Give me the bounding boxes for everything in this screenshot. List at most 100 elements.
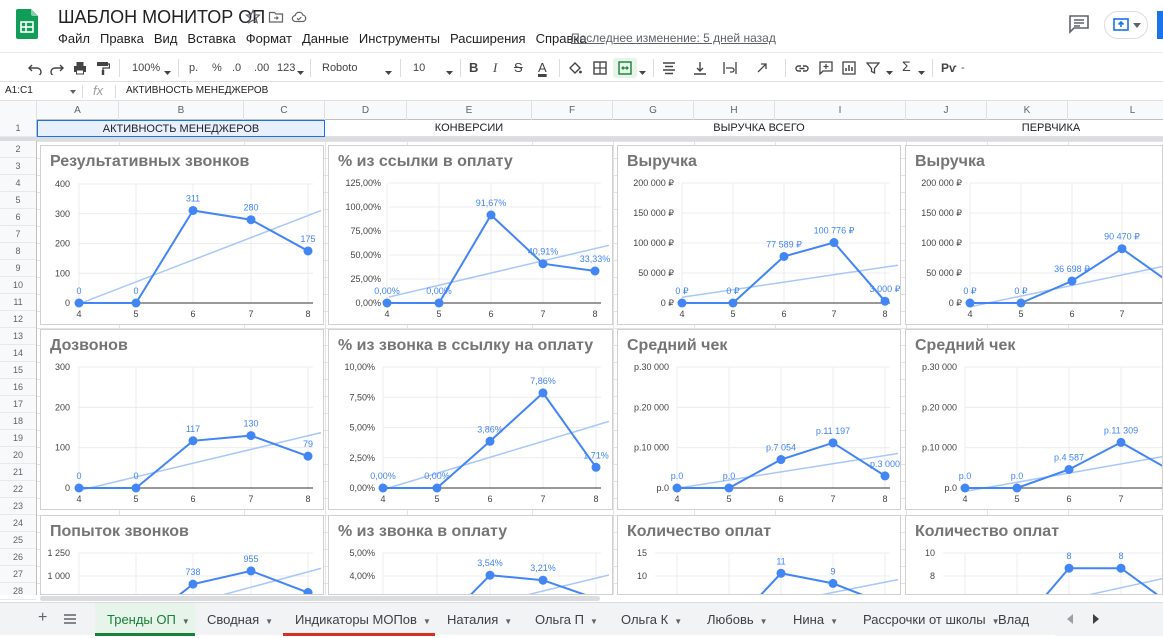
column-header-l[interactable]: L [1068,101,1163,120]
chart[interactable]: % из звонка в ссылку на оплату 0,00% 2,50%… [328,329,613,510]
print-icon[interactable] [73,61,87,75]
redo-icon[interactable] [50,61,64,75]
fill-color-icon[interactable] [568,61,582,75]
menu-view[interactable]: Вид [153,31,178,46]
menu-extensions[interactable]: Расширения [449,31,526,46]
share-button-edge[interactable] [1157,11,1163,39]
star-icon[interactable] [245,9,261,25]
bold-icon[interactable]: B [469,60,479,75]
sheet-tab[interactable]: Ольга К ▼ [609,603,695,636]
row-header[interactable]: 20 [0,447,36,464]
horizontal-align-icon[interactable] [662,61,676,75]
column-header-d[interactable]: D [325,101,407,120]
menu-data[interactable]: Данные [301,31,349,46]
last-edit-link[interactable]: Последнее изменение: 5 дней назад [571,31,776,45]
section-activity[interactable]: АКТИВНОСТЬ МЕНЕДЖЕРОВ [37,120,325,137]
row-header[interactable]: 10 [0,277,36,294]
column-header-a[interactable]: A [37,101,119,120]
menu-file[interactable]: Файл [58,31,90,46]
row-header[interactable]: 16 [0,379,36,396]
sheet-tab[interactable]: Любовь ▼ [695,603,781,636]
tab-menu-chevron-icon[interactable]: ▼ [830,617,838,626]
font-chevron-icon[interactable] [385,66,392,80]
more-formats-button[interactable]: 123 [277,62,296,74]
row-header[interactable]: 27 [0,566,36,583]
chart[interactable]: % из звонка в оплату 4,00% 5,00% 3,54% 3,21% [328,515,613,595]
column-header-e[interactable]: E [407,101,532,120]
row-header[interactable]: 11 [0,294,36,311]
present-button[interactable] [1104,11,1148,39]
borders-icon[interactable] [593,61,607,75]
sheet-tab[interactable]: Ольга П ▼ [523,603,609,636]
name-box[interactable]: A1:C1 [5,85,33,96]
zoom-chevron-icon[interactable] [164,66,171,80]
row-header[interactable]: 17 [0,396,36,413]
column-header-k[interactable]: K [987,101,1068,120]
menu-help[interactable]: Справка [535,31,587,46]
decrease-decimals-button[interactable]: .0 [232,62,242,74]
insert-chart-icon[interactable] [842,61,856,75]
tab-menu-chevron-icon[interactable]: ▼ [422,617,431,626]
all-sheets-icon[interactable] [64,614,76,624]
sheet-tab[interactable]: Сводная ▼ [195,603,283,636]
text-color-icon[interactable]: A [538,60,547,75]
insert-link-icon[interactable] [795,61,809,75]
chart[interactable]: Средний чек р.0 р.10 000 р.20 000 р.30 000 4 5… [905,329,1163,510]
select-all-corner[interactable] [0,101,37,120]
row-header[interactable]: 5 [0,192,36,209]
chart[interactable]: Количество оплат 10 15 11 9 [617,515,901,595]
sheet-tab[interactable]: Тренды ОП ▼ [95,603,195,636]
freeze-divider[interactable] [0,137,1163,141]
column-header-c[interactable]: C [244,101,325,120]
chart[interactable]: Выручка 0 ₽50 000 ₽100 000 ₽150 000 ₽200 … [905,145,1163,325]
sheet-tab[interactable]: Наталия ▼ [435,603,523,636]
scroll-tabs-left-icon[interactable] [1067,614,1074,624]
text-rotation-icon[interactable] [756,61,770,75]
chart[interactable]: Результативных звонков 0 100 200 300 400 4 5 6 7 8… [40,145,324,325]
column-header-g[interactable]: G [613,101,694,120]
chart[interactable]: % из ссылки в оплату 0,00% 25,00% 50,00% 75,… [328,145,613,325]
column-header-j[interactable]: J [906,101,987,120]
row-header[interactable]: 3 [0,158,36,175]
document-title[interactable]: ШАБЛОН МОНИТОР ОП [58,7,266,27]
row-header[interactable]: 1 [0,120,36,137]
chart[interactable]: Средний чек р.0 р.10 000 р.20 000 р.30 000 4 5… [617,329,901,510]
tab-menu-chevron-icon[interactable]: ▼ [674,617,683,626]
merge-cells-button[interactable] [613,58,637,78]
column-header-h[interactable]: H [694,101,775,120]
currency-format-button[interactable]: р. [189,62,199,74]
namebox-chevron-icon[interactable] [70,90,76,94]
row-header[interactable]: 24 [0,515,36,532]
italic-icon[interactable]: I [493,60,498,75]
tab-menu-chevron-icon[interactable]: ▼ [181,617,190,626]
strikethrough-icon[interactable]: S [514,60,523,75]
insert-comment-icon[interactable] [819,61,833,75]
chart[interactable]: Выручка 0 ₽50 000 ₽100 000 ₽150 000 ₽200 … [617,145,901,325]
move-folder-icon[interactable] [268,9,284,25]
row-header[interactable]: 13 [0,328,36,345]
comment-history-icon[interactable] [1068,14,1090,34]
row-header[interactable]: 6 [0,209,36,226]
row-header[interactable]: 9 [0,260,36,277]
chart[interactable]: Количество оплат 8 10 8 8 [905,515,1163,595]
text-wrap-icon[interactable] [723,61,737,75]
filter-icon[interactable] [866,61,880,75]
section-conversions[interactable]: КОНВЕРСИИ [434,122,504,134]
column-header-i[interactable]: I [775,101,906,120]
row-header[interactable]: 15 [0,362,36,379]
functions-icon[interactable]: Σ [902,58,911,74]
font-size-chevron-icon[interactable] [446,66,453,80]
vertical-align-icon[interactable] [693,61,707,75]
undo-icon[interactable] [28,61,42,75]
horizontal-scrollbar[interactable] [40,596,600,601]
scroll-tabs-right-icon[interactable] [1092,614,1099,624]
menu-insert[interactable]: Вставка [187,31,236,46]
cloud-status-icon[interactable] [291,9,307,25]
sheet-tab[interactable]: Нина ▼ [781,603,851,636]
row-header[interactable]: 12 [0,311,36,328]
row-header[interactable]: 7 [0,226,36,243]
input-tools-dropdown[interactable]: - [961,62,965,74]
font-select[interactable]: Roboto [322,62,358,74]
input-tools-button[interactable]: Рѵ [941,61,957,75]
row-header[interactable]: 22 [0,481,36,498]
